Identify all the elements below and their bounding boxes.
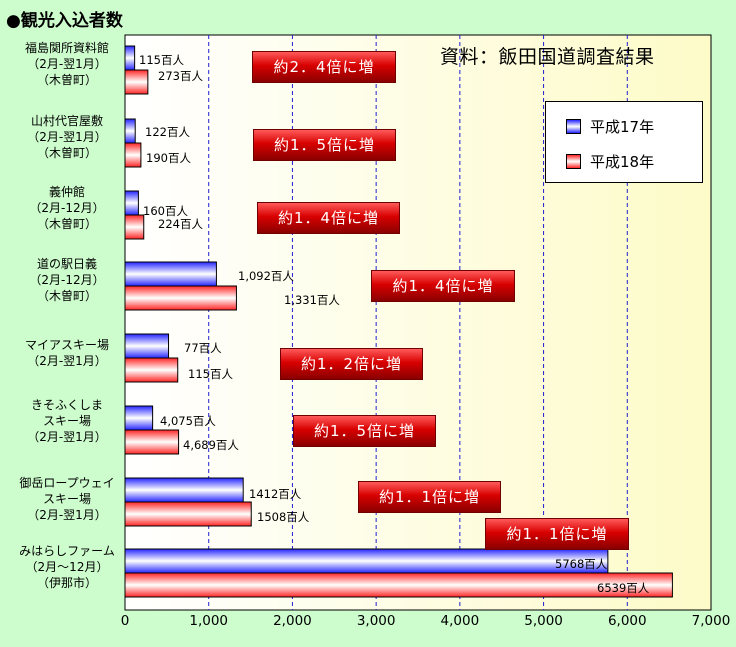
x-tick-label: 5,000 [524,613,563,629]
category-label-line: （2月-翌1月） [27,130,107,144]
category-label-line: （2月-12月） [29,201,105,215]
bar-series2 [124,501,252,527]
ratio-callout: 約1．1倍に増 [485,518,629,550]
x-tick-label: 1,000 [189,613,229,629]
category-label-line: みはらしファーム [19,544,115,558]
value-label-series2: 1508百人 [257,510,310,524]
x-tick-label: 3,000 [356,613,396,629]
x-tick-label: 6,000 [607,613,647,629]
category-label-line: （2月-翌1月） [27,57,107,71]
legend-label-series2: 平成18年 [590,153,655,171]
bar-series2 [124,214,145,240]
category-label: マイアスキー場 （2月-翌1月） [11,337,123,369]
bar-series2 [124,142,142,168]
value-label-series2: 4,689百人 [183,438,239,452]
ratio-callout: 約2．4倍に増 [252,51,396,83]
bar-series2 [124,285,237,311]
category-label-line: 山村代官屋敷 [30,114,103,128]
x-tick-label: 0 [120,613,130,629]
ratio-callout: 約1．2倍に増 [280,348,423,380]
category-label-line: （伊那市） [36,576,97,590]
value-label-series2: 224百人 [158,217,203,231]
category-label-line: （2月-翌1月） [27,354,107,368]
legend-label-series1: 平成17年 [590,118,655,136]
bar-series2 [124,429,180,455]
category-label: きそふくしま スキー場 （2月-翌1月） [11,397,123,445]
category-label-line: スキー場 [42,492,91,506]
category-label-line: （2月-翌1月） [27,430,107,444]
legend-swatch-series2 [566,154,581,169]
value-label-series2: 115百人 [188,367,233,381]
source-note: 資料：飯田国道調査結果 [440,46,655,68]
legend: 平成17年 平成18年 [545,101,703,183]
value-label-series1: 1,092百人 [238,269,294,283]
category-label: 山村代官屋敷 （2月-翌1月） （木曽町） [11,113,123,161]
x-tick-label: 7,000 [691,613,731,629]
category-label-line: （木曽町） [36,217,97,231]
ratio-callout: 約1．5倍に増 [293,415,436,447]
value-label-series2: 190百人 [146,151,191,165]
value-label-series1: 77百人 [184,341,222,355]
ratio-callout: 約1．4倍に増 [257,202,400,234]
bar-series1 [124,261,217,287]
category-label: 福島関所資料館 （2月-翌1月） （木曽町） [11,40,123,88]
bar-series2 [124,572,673,598]
category-label-line: 御岳ロープウェイ [19,476,115,490]
ratio-callout: 約1．4倍に増 [371,270,515,302]
category-label-line: （2月-翌1月） [27,508,107,522]
bar-series1 [124,190,139,216]
value-label-series1: 1412百人 [249,487,302,501]
bars-group [124,45,673,598]
category-label-line: 道の駅日義 [36,257,97,271]
bar-series1 [124,477,244,503]
bar-series1 [124,333,170,359]
category-label-line: （木曽町） [36,73,97,87]
value-label-series1: 122百人 [145,125,190,139]
bar-series1 [124,118,136,144]
category-label: みはらしファーム （2月～12月） （伊那市） [11,543,123,591]
value-label-series2: 273百人 [158,69,203,83]
ratio-callout: 約1．1倍に増 [358,481,501,513]
value-label-series1: 160百人 [143,204,188,218]
chart-title: ●観光入込者数 [6,11,123,31]
category-label-line: （木曽町） [36,289,97,303]
category-label-line: きそふくしま [30,398,103,412]
category-label: 道の駅日義 （2月-12月） （木曽町） [11,256,123,304]
x-tick-label: 2,000 [273,613,312,629]
value-label-series1: 5768百人 [555,557,608,571]
category-label-line: マイアスキー場 [24,338,109,352]
bar-series1 [124,548,609,574]
x-tick-label: 4,000 [440,613,480,629]
category-label-line: 義仲館 [48,185,85,199]
bar-series2 [124,69,149,95]
bar-series2 [124,357,179,383]
value-label-series1: 115百人 [139,53,184,67]
category-label-line: （2月-12月） [29,273,105,287]
category-label-line: （2月～12月） [25,560,109,574]
category-label: 御岳ロープウェイ スキー場 （2月-翌1月） [11,475,123,523]
bar-series1 [124,405,154,431]
category-label: 義仲館 （2月-12月） （木曽町） [11,184,123,232]
value-label-series2: 1,331百人 [284,293,340,307]
bar-series1 [124,45,136,71]
category-label-line: スキー場 [42,414,91,428]
category-label-line: （木曽町） [36,146,97,160]
legend-swatch-series1 [566,119,581,134]
category-label-line: 福島関所資料館 [24,41,109,55]
value-label-series1: 4,075百人 [160,414,216,428]
value-label-series2: 6539百人 [597,581,650,595]
ratio-callout: 約1．5倍に増 [253,129,396,161]
